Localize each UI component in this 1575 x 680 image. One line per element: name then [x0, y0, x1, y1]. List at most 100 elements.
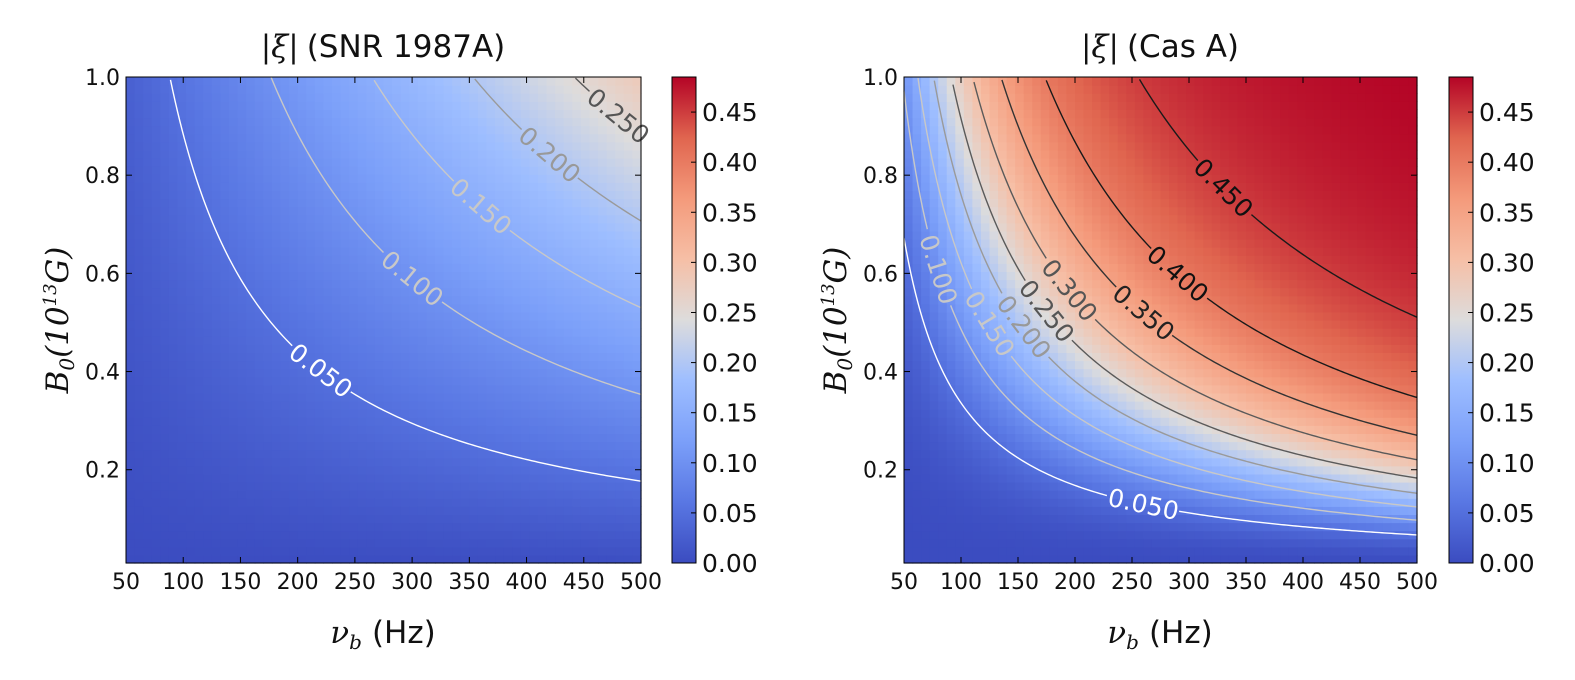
heatmap-cell	[160, 377, 169, 386]
heatmap-cell	[349, 344, 358, 353]
heatmap-cell	[203, 231, 212, 240]
heatmap-cell	[572, 514, 581, 523]
heatmap-cell	[332, 296, 341, 305]
heatmap-cell	[998, 190, 1007, 199]
heatmap-cell	[160, 336, 169, 345]
heatmap-cell	[1007, 142, 1016, 151]
heatmap-cell	[160, 450, 169, 459]
heatmap-cell	[143, 466, 152, 475]
heatmap-cell	[160, 93, 169, 102]
heatmap-cell	[521, 425, 530, 434]
heatmap-cell	[418, 361, 427, 370]
heatmap-cell	[169, 401, 178, 410]
heatmap-cell	[504, 247, 513, 256]
heatmap-cell	[255, 547, 264, 556]
heatmap-cell	[1007, 474, 1016, 483]
heatmap-cell	[444, 77, 453, 86]
heatmap-cell	[212, 336, 221, 345]
heatmap-cell	[521, 490, 530, 499]
heatmap-cell	[212, 328, 221, 337]
heatmap-cell	[938, 531, 947, 540]
heatmap-cell	[418, 498, 427, 507]
heatmap-cell	[281, 174, 290, 183]
heatmap-cell	[998, 425, 1007, 434]
heatmap-cell	[143, 458, 152, 467]
heatmap-cell	[444, 215, 453, 224]
heatmap-cell	[246, 425, 255, 434]
heatmap-cell	[135, 401, 144, 410]
heatmap-cell	[590, 490, 599, 499]
heatmap-cell	[444, 134, 453, 143]
heatmap-cell	[281, 344, 290, 353]
heatmap-cell	[332, 239, 341, 248]
heatmap-cell	[1015, 174, 1024, 183]
heatmap-cell	[904, 352, 913, 361]
heatmap-cell	[955, 450, 964, 459]
heatmap-cell	[598, 514, 607, 523]
heatmap-cell	[409, 401, 418, 410]
heatmap-cell	[998, 547, 1007, 556]
heatmap-cell	[229, 425, 238, 434]
heatmap-cell	[1058, 531, 1067, 540]
heatmap-cell	[1066, 207, 1075, 216]
heatmap-cell	[255, 531, 264, 540]
heatmap-cell	[212, 158, 221, 167]
heatmap-cell	[323, 142, 332, 151]
heatmap-cell	[461, 547, 470, 556]
heatmap-cell	[238, 312, 247, 321]
heatmap-cell	[478, 401, 487, 410]
heatmap-cell	[315, 401, 324, 410]
heatmap-cell	[272, 109, 281, 118]
heatmap-cell	[212, 361, 221, 370]
heatmap-cell	[366, 328, 375, 337]
heatmap-cell	[135, 271, 144, 280]
heatmap-cell	[375, 166, 384, 175]
heatmap-cell	[1015, 523, 1024, 532]
heatmap-cell	[409, 118, 418, 127]
heatmap-cell	[143, 336, 152, 345]
heatmap-cell	[281, 118, 290, 127]
heatmap-cell	[418, 239, 427, 248]
heatmap-cell	[143, 166, 152, 175]
heatmap-cell	[401, 425, 410, 434]
heatmap-cell	[913, 126, 922, 135]
heatmap-cell	[632, 498, 641, 507]
heatmap-cell	[306, 555, 315, 564]
heatmap-cell	[504, 280, 513, 289]
heatmap-cell	[555, 304, 564, 313]
heatmap-cell	[947, 523, 956, 532]
heatmap-cell	[160, 207, 169, 216]
heatmap-cell	[392, 385, 401, 394]
heatmap-cell	[272, 190, 281, 199]
heatmap-cell	[392, 523, 401, 532]
heatmap-cell	[263, 231, 272, 240]
heatmap-cell	[964, 450, 973, 459]
heatmap-cell	[169, 433, 178, 442]
heatmap-cell	[615, 555, 624, 564]
heatmap-cell	[529, 482, 538, 491]
heatmap-cell	[581, 385, 590, 394]
heatmap-cell	[392, 320, 401, 329]
heatmap-cell	[255, 377, 264, 386]
heatmap-cell	[289, 377, 298, 386]
heatmap-cell	[229, 369, 238, 378]
heatmap-cell	[547, 450, 556, 459]
heatmap-cell	[341, 328, 350, 337]
heatmap-cell	[143, 271, 152, 280]
heatmap-cell	[921, 417, 930, 426]
heatmap-cell	[435, 320, 444, 329]
heatmap-cell	[315, 199, 324, 208]
heatmap-cell	[341, 199, 350, 208]
heatmap-cell	[615, 142, 624, 151]
heatmap-cell	[289, 150, 298, 159]
heatmap-cell	[990, 531, 999, 540]
heatmap-cell	[632, 344, 641, 353]
heatmap-cell	[212, 458, 221, 467]
heatmap-cell	[1058, 239, 1067, 248]
heatmap-cell	[930, 158, 939, 167]
heatmap-cell	[624, 190, 633, 199]
heatmap-cell	[341, 215, 350, 224]
heatmap-cell	[358, 442, 367, 451]
heatmap-cell	[160, 417, 169, 426]
heatmap-cell	[178, 271, 187, 280]
